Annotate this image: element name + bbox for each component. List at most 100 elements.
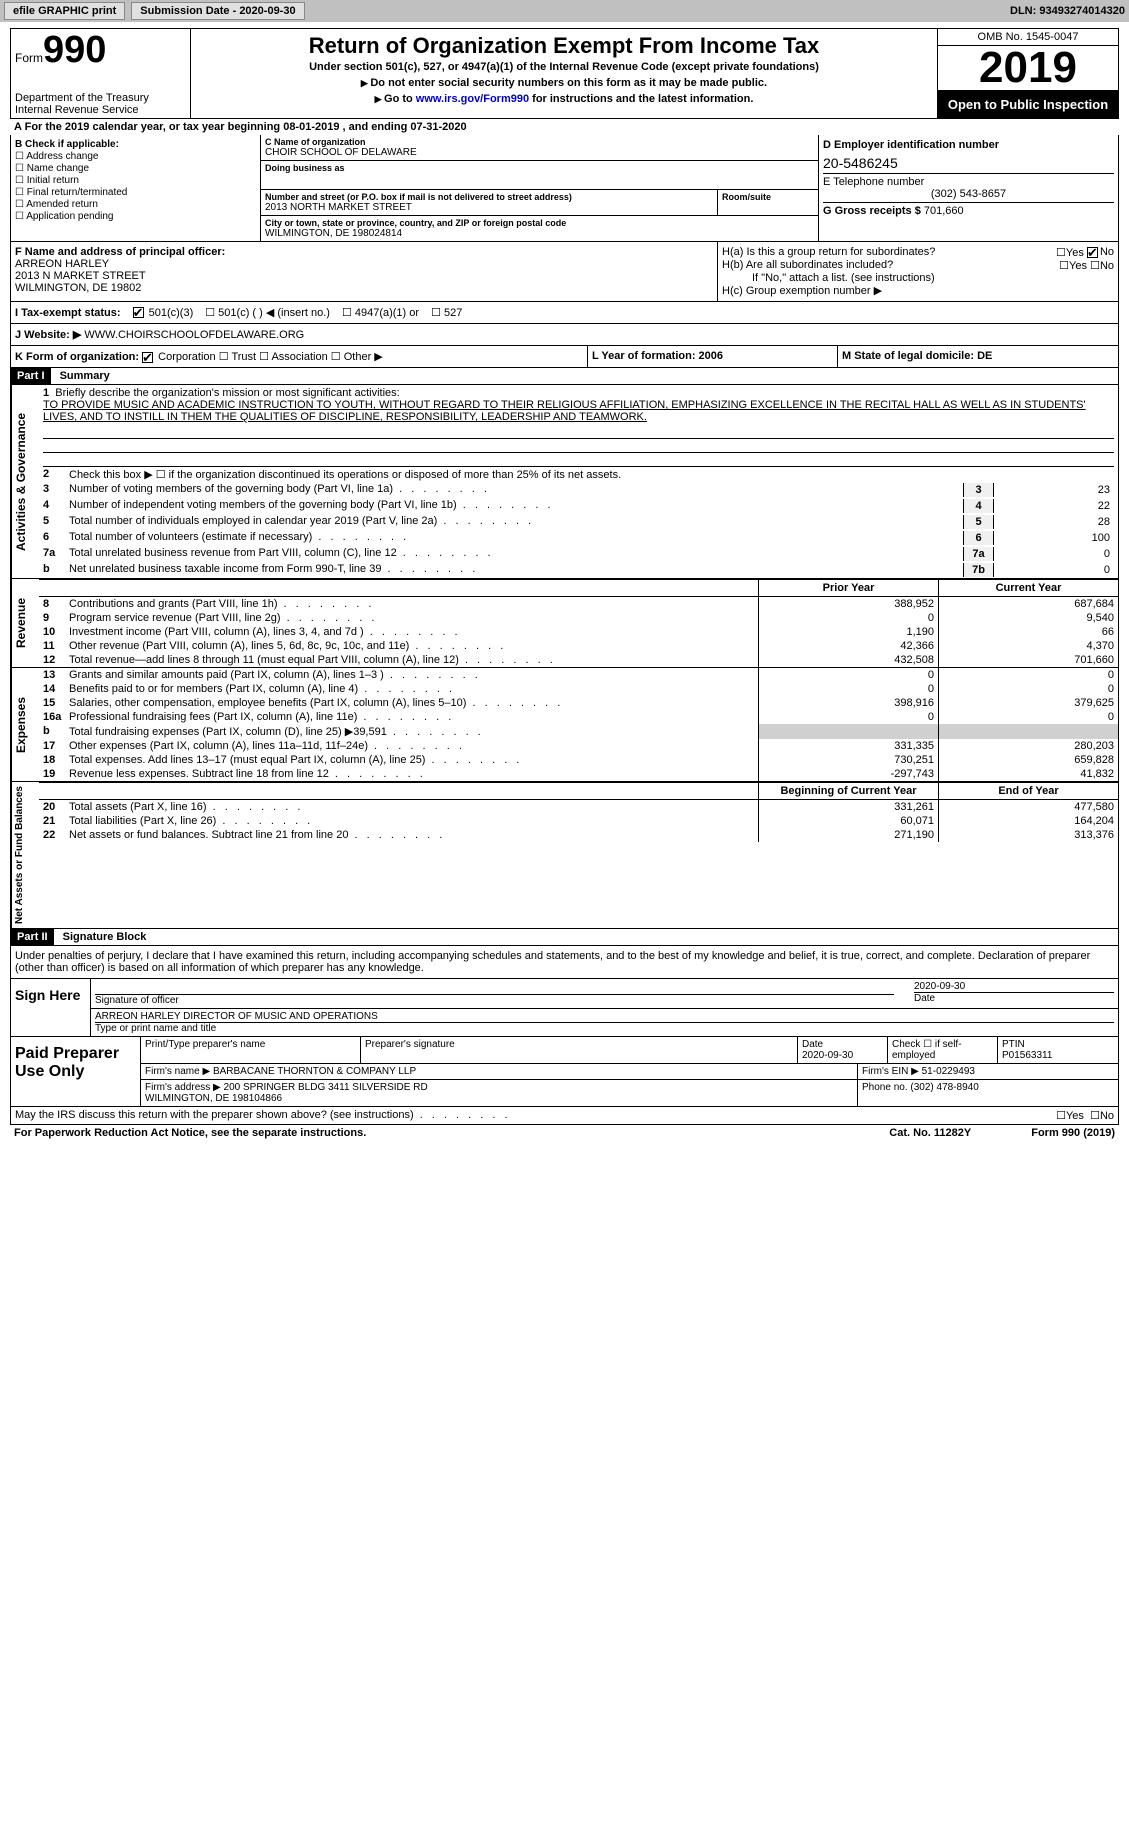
line-8: 8Contributions and grants (Part VIII, li… bbox=[39, 597, 1118, 611]
discuss-yes[interactable]: ☐Yes bbox=[1056, 1109, 1084, 1122]
blank-2 bbox=[43, 439, 1114, 453]
j-url: WWW.CHOIRSCHOOLOFDELAWARE.ORG bbox=[84, 329, 304, 341]
discuss-row: May the IRS discuss this return with the… bbox=[10, 1107, 1119, 1125]
ck-final-return[interactable]: ☐ Final return/terminated bbox=[15, 187, 256, 198]
ha-no[interactable]: No bbox=[1087, 246, 1114, 259]
header-right: OMB No. 1545-0047 2019 Open to Public In… bbox=[938, 29, 1118, 118]
firm-ein-label: Firm's EIN ▶ bbox=[862, 1066, 919, 1077]
i-501c3[interactable]: 501(c)(3) bbox=[133, 307, 194, 319]
line-22: 22Net assets or fund balances. Subtract … bbox=[39, 828, 1118, 842]
ha-yes[interactable]: ☐Yes bbox=[1056, 246, 1084, 259]
i-4947[interactable]: ☐ 4947(a)(1) or bbox=[342, 306, 419, 319]
line-20: 20Total assets (Part X, line 16)331,2614… bbox=[39, 800, 1118, 814]
officer-sig-field[interactable] bbox=[95, 981, 894, 995]
box-i: I Tax-exempt status: 501(c)(3) ☐ 501(c) … bbox=[10, 302, 1119, 324]
line-12: 12Total revenue—add lines 8 through 11 (… bbox=[39, 653, 1118, 667]
ck-address-change[interactable]: ☐ Address change bbox=[15, 151, 256, 162]
line-5: 5Total number of individuals employed in… bbox=[39, 514, 1118, 530]
rev-header-row: Prior Year Current Year bbox=[39, 579, 1118, 597]
mission-text: TO PROVIDE MUSIC AND ACADEMIC INSTRUCTIO… bbox=[43, 399, 1086, 423]
firm-addr-label: Firm's address ▶ bbox=[145, 1082, 221, 1093]
line-16a: 16aProfessional fundraising fees (Part I… bbox=[39, 710, 1118, 724]
paid-preparer-block: Paid Preparer Use Only Print/Type prepar… bbox=[10, 1037, 1119, 1107]
header-center: Return of Organization Exempt From Incom… bbox=[191, 29, 938, 118]
firm-phone: (302) 478-8940 bbox=[910, 1082, 978, 1093]
k-trust[interactable]: ☐ Trust bbox=[219, 351, 256, 363]
hb-note: If "No," attach a list. (see instruction… bbox=[722, 272, 1114, 284]
line-18: 18Total expenses. Add lines 13–17 (must … bbox=[39, 753, 1118, 767]
footer-right: Form 990 (2019) bbox=[1031, 1127, 1115, 1139]
submission-date-button[interactable]: Submission Date - 2020-09-30 bbox=[131, 2, 304, 20]
discuss-no[interactable]: ☐No bbox=[1090, 1109, 1114, 1122]
p-date: 2020-09-30 bbox=[802, 1050, 853, 1061]
g-line: G Gross receipts $ 701,660 bbox=[823, 205, 1114, 217]
dept-irs: Internal Revenue Service bbox=[15, 104, 186, 116]
instr-2-pre: Go to bbox=[384, 93, 416, 105]
page-footer: For Paperwork Reduction Act Notice, see … bbox=[10, 1125, 1119, 1141]
block-bcdeg: B Check if applicable: ☐ Address change … bbox=[10, 135, 1119, 242]
line-1: 1 Briefly describe the organization's mi… bbox=[39, 385, 1118, 425]
open-inspection: Open to Public Inspection bbox=[938, 91, 1118, 118]
sign-here-label: Sign Here bbox=[11, 979, 91, 1036]
vlabel-revenue: Revenue bbox=[11, 579, 39, 667]
k-other[interactable]: ☐ Other ▶ bbox=[331, 351, 383, 363]
f-label: F Name and address of principal officer: bbox=[15, 246, 713, 258]
ptin-label: PTIN bbox=[1002, 1039, 1025, 1050]
typed-label: Type or print name and title bbox=[95, 1023, 1114, 1034]
net-header-row: Beginning of Current Year End of Year bbox=[39, 782, 1118, 800]
sig-date-label: Date bbox=[914, 993, 1114, 1004]
c-org-name: CHOIR SCHOOL OF DELAWARE bbox=[265, 147, 814, 158]
efile-print-button[interactable]: efile GRAPHIC print bbox=[4, 2, 125, 20]
d-ein: 20-5486245 bbox=[823, 155, 1114, 171]
footer-cat: Cat. No. 11282Y bbox=[889, 1127, 971, 1139]
line-10: 10Investment income (Part VIII, column (… bbox=[39, 625, 1118, 639]
f-street: 2013 N MARKET STREET bbox=[15, 270, 713, 282]
box-klm: K Form of organization: Corporation ☐ Tr… bbox=[10, 346, 1119, 368]
line-19: 19Revenue less expenses. Subtract line 1… bbox=[39, 767, 1118, 781]
part1-ag-block: Activities & Governance 1 Briefly descri… bbox=[10, 385, 1119, 579]
hb-yes[interactable]: ☐Yes bbox=[1059, 259, 1087, 272]
box-k: K Form of organization: Corporation ☐ Tr… bbox=[11, 346, 588, 367]
p-date-label: Date bbox=[802, 1039, 823, 1050]
p-sig-label: Preparer's signature bbox=[361, 1037, 798, 1063]
vlabel-ag: Activities & Governance bbox=[11, 385, 39, 578]
form-header: Form 990 Department of the Treasury Inte… bbox=[10, 28, 1119, 119]
line-4: 4Number of independent voting members of… bbox=[39, 498, 1118, 514]
form-word: Form bbox=[15, 51, 43, 65]
col-prior: Prior Year bbox=[758, 580, 938, 596]
instr-2: Go to www.irs.gov/Form990 for instructio… bbox=[197, 93, 931, 105]
ck-initial-return[interactable]: ☐ Initial return bbox=[15, 175, 256, 186]
signature-block: Under penalties of perjury, I declare th… bbox=[10, 946, 1119, 1037]
i-501c[interactable]: ☐ 501(c) ( ) ◀ (insert no.) bbox=[205, 306, 330, 319]
d-label: D Employer identification number bbox=[823, 139, 1114, 151]
k-assoc[interactable]: ☐ Association bbox=[259, 351, 328, 363]
tax-year: 2019 bbox=[938, 46, 1118, 91]
box-b-title: B Check if applicable: bbox=[15, 139, 256, 150]
ck-app-pending[interactable]: ☐ Application pending bbox=[15, 211, 256, 222]
part1-title: Summary bbox=[60, 370, 110, 382]
k-label: K Form of organization: bbox=[15, 351, 139, 363]
form-number: 990 bbox=[43, 31, 106, 69]
c-name-label: C Name of organization bbox=[265, 137, 814, 147]
col-end: End of Year bbox=[938, 783, 1118, 799]
line-6: 6Total number of volunteers (estimate if… bbox=[39, 530, 1118, 546]
discuss-text: May the IRS discuss this return with the… bbox=[15, 1109, 1056, 1122]
hc-label: H(c) Group exemption number ▶ bbox=[722, 284, 1114, 297]
part2-badge: Part II bbox=[11, 929, 54, 945]
sig-date: 2020-09-30 bbox=[914, 981, 1114, 993]
i-527[interactable]: ☐ 527 bbox=[431, 306, 462, 319]
c-city: WILMINGTON, DE 198024814 bbox=[265, 228, 814, 239]
ck-name-change[interactable]: ☐ Name change bbox=[15, 163, 256, 174]
e-phone: (302) 543-8657 bbox=[823, 188, 1114, 200]
f-name: ARREON HARLEY bbox=[15, 258, 713, 270]
k-corp[interactable]: Corporation bbox=[142, 351, 216, 363]
form-title: Return of Organization Exempt From Incom… bbox=[197, 33, 931, 59]
ck-amended[interactable]: ☐ Amended return bbox=[15, 199, 256, 210]
p-check-label[interactable]: Check ☐ if self-employed bbox=[888, 1037, 998, 1063]
part1-header-row: Part I Summary bbox=[10, 368, 1119, 385]
line-14: 14Benefits paid to or for members (Part … bbox=[39, 682, 1118, 696]
box-deg: D Employer identification number 20-5486… bbox=[818, 135, 1118, 241]
hb-no[interactable]: ☐No bbox=[1090, 259, 1114, 272]
vlabel-expenses: Expenses bbox=[11, 668, 39, 781]
irs-link[interactable]: www.irs.gov/Form990 bbox=[416, 93, 529, 105]
